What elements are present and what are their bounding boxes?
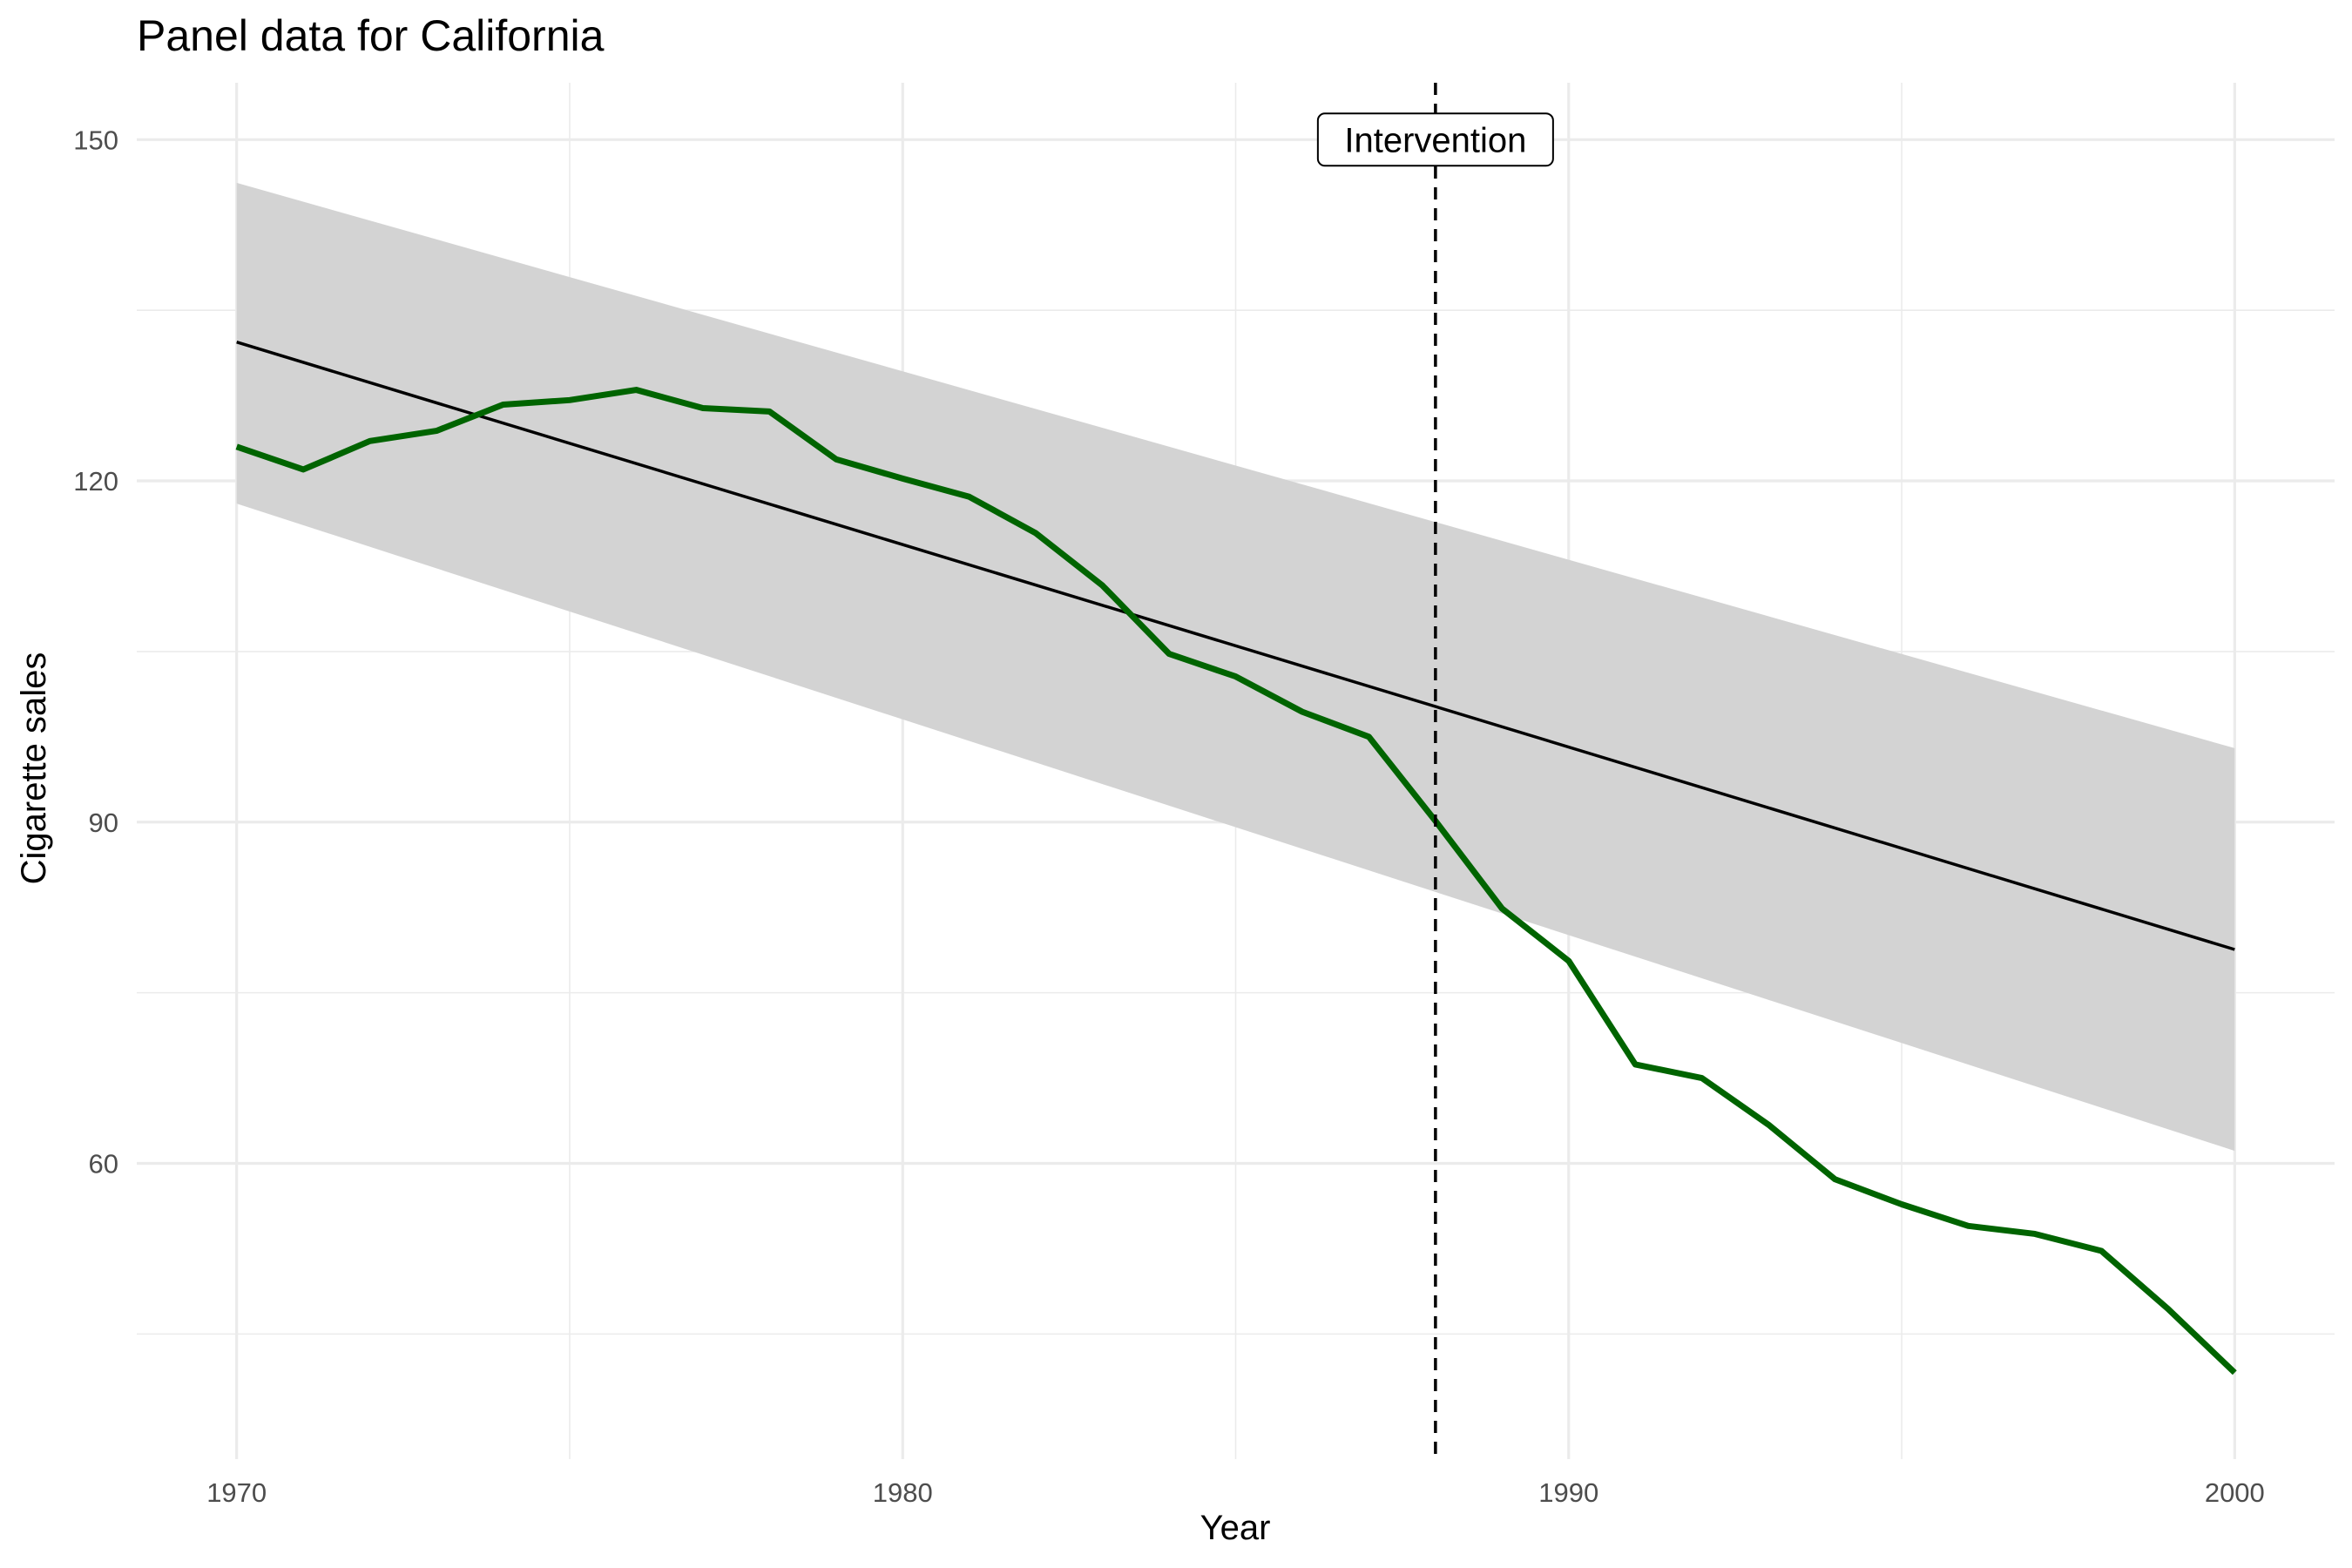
x-tick-label: 1980 — [873, 1477, 933, 1508]
tick-layer: 1970 1980 1990 2000 60 90 120 150 — [73, 125, 2265, 1508]
band-layer — [236, 182, 2235, 1152]
series-layer — [235, 387, 2237, 1375]
annot-layer: Intervention — [1316, 112, 1554, 167]
y-tick-label: 120 — [73, 466, 118, 497]
x-tick-label: 1970 — [206, 1477, 267, 1508]
y-tick-label: 60 — [89, 1148, 118, 1179]
x-axis-title: Year — [1200, 1509, 1271, 1547]
x-tick-label: 1990 — [1538, 1477, 1598, 1508]
annotation-label: Intervention — [1344, 121, 1526, 159]
x-tick-label: 2000 — [2205, 1477, 2265, 1508]
y-tick-label: 90 — [89, 808, 118, 838]
trend-layer — [236, 341, 2235, 951]
confidence-band — [236, 182, 2235, 1152]
annotation-box — [1316, 112, 1554, 167]
series-line — [235, 387, 2237, 1375]
chart-title: Panel data for California — [137, 11, 605, 60]
trend-line — [236, 341, 2235, 951]
y-tick-label: 150 — [73, 125, 118, 155]
y-axis-title: Cigarette sales — [15, 652, 53, 885]
